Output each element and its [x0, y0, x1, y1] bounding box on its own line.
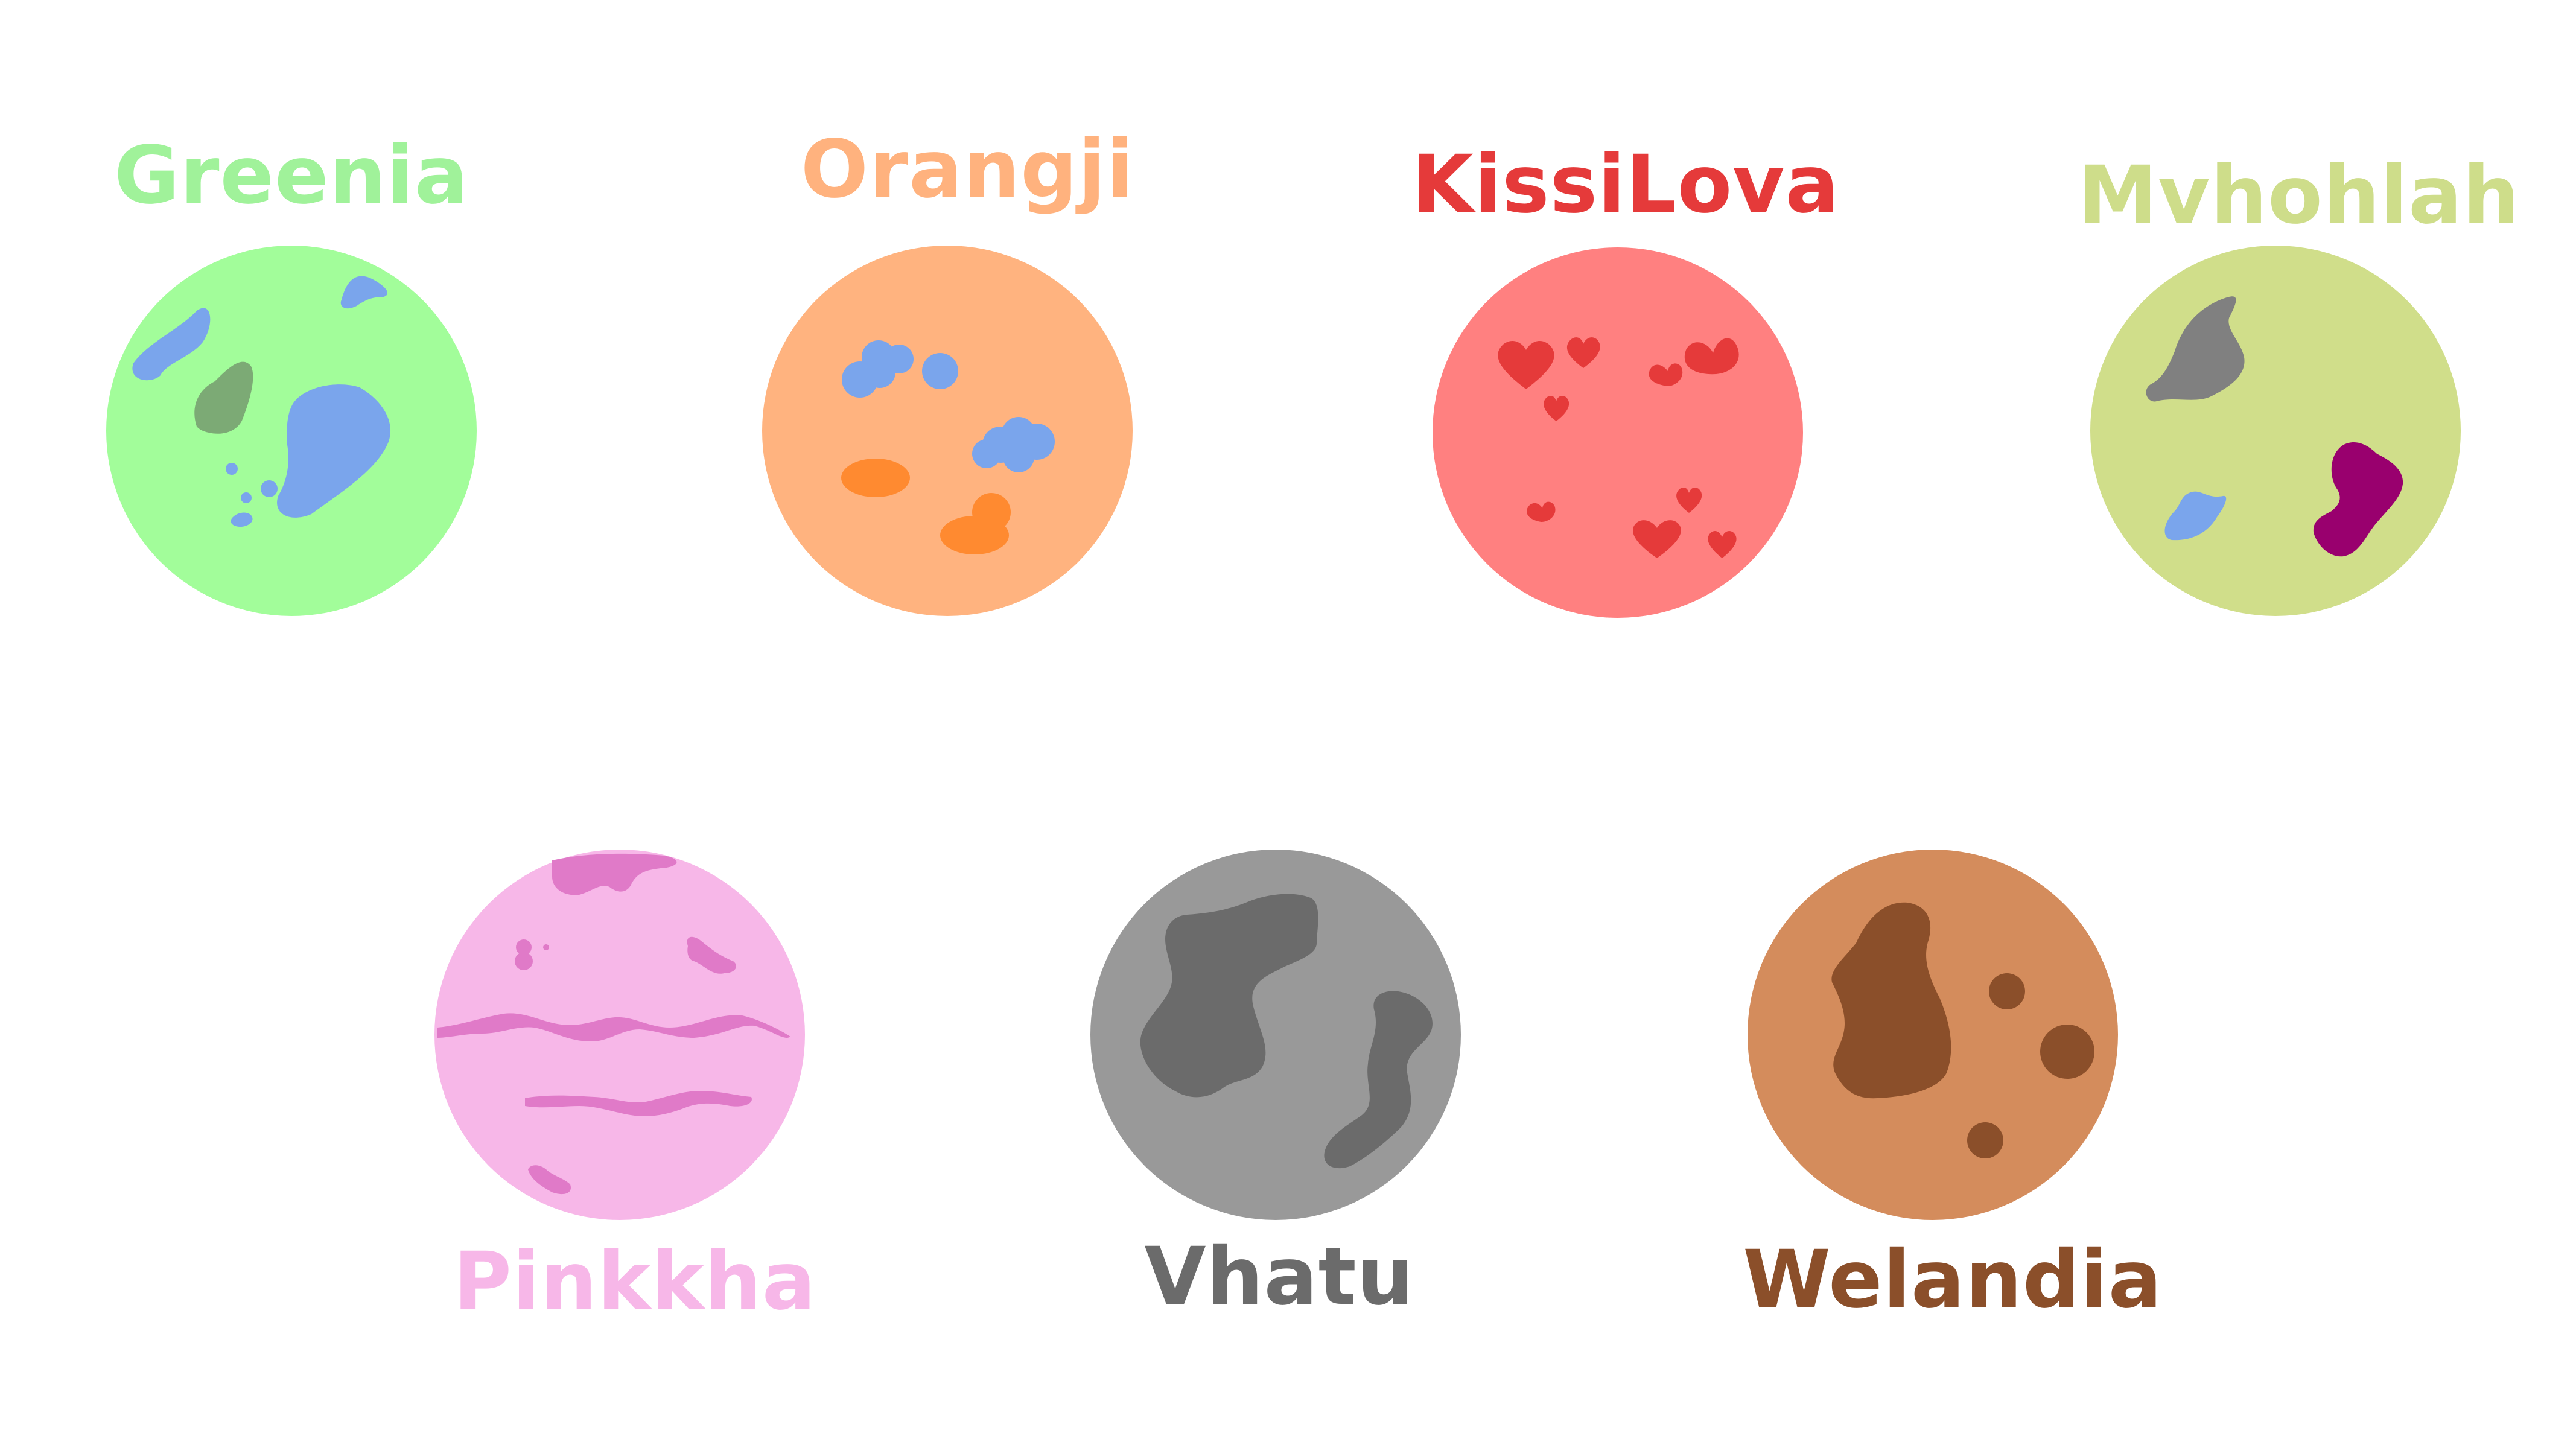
- cloud: [1003, 441, 1034, 472]
- spot: [516, 939, 532, 955]
- crater: [1989, 973, 2025, 1009]
- planet-label-mvhohlah: Mvhohlah: [2078, 149, 2520, 242]
- spot: [972, 493, 1011, 532]
- crater-region: [1324, 991, 1433, 1169]
- heart: [1649, 363, 1683, 386]
- heart: [1684, 338, 1739, 375]
- islet: [241, 492, 252, 503]
- islet: [261, 480, 278, 497]
- continent: [2146, 296, 2245, 402]
- spot: [841, 459, 910, 497]
- continent: [2313, 442, 2403, 557]
- planet-label-pinkkha: Pinkkha: [453, 1235, 816, 1328]
- planet-welandia: [1748, 850, 2118, 1220]
- continent: [194, 361, 253, 434]
- islet: [231, 512, 253, 527]
- cloud: [972, 439, 1001, 468]
- heart-markings: [1498, 337, 1739, 558]
- continent: [132, 308, 211, 381]
- planet-label-welandia: Welandia: [1743, 1233, 2163, 1326]
- heart: [1544, 395, 1569, 421]
- crater: [1967, 1122, 2003, 1158]
- continent: [2164, 491, 2227, 541]
- planet-body: [1433, 247, 1803, 618]
- continent: [277, 384, 391, 518]
- planet-orangji: [762, 246, 1133, 616]
- heart: [1527, 501, 1556, 522]
- crater: [2040, 1025, 2094, 1079]
- continent: [1831, 902, 1951, 1099]
- crater-region: [1140, 894, 1318, 1098]
- spot: [515, 952, 533, 970]
- stripe: [437, 1013, 790, 1041]
- spot: [543, 944, 549, 950]
- planet-greenia: [106, 246, 477, 616]
- stripe: [525, 1091, 752, 1116]
- planet-label-orangji: Orangji: [800, 123, 1134, 216]
- heart: [1498, 340, 1554, 389]
- planet-kissilova: [1433, 247, 1803, 618]
- planet-body: [762, 246, 1133, 616]
- planet-pinkkha: [434, 850, 805, 1220]
- stripe: [552, 853, 677, 895]
- continent: [340, 276, 388, 309]
- heart: [1632, 520, 1681, 558]
- planet-label-vhatu: Vhatu: [1144, 1230, 1414, 1323]
- heart: [1676, 487, 1702, 513]
- planet-vhatu: [1090, 850, 1461, 1220]
- planet-body: [434, 850, 805, 1220]
- planet-mvhohlah: [2090, 246, 2461, 616]
- stripe: [528, 1165, 571, 1195]
- cloud: [922, 353, 958, 389]
- islet: [226, 463, 238, 475]
- heart: [1566, 337, 1600, 368]
- planet-body: [2090, 246, 2461, 616]
- heart: [1708, 530, 1737, 558]
- cloud: [864, 357, 895, 388]
- planet-label-greenia: Greenia: [114, 129, 469, 222]
- stripe: [687, 936, 736, 974]
- planet-label-kissilova: KissiLova: [1411, 138, 1840, 231]
